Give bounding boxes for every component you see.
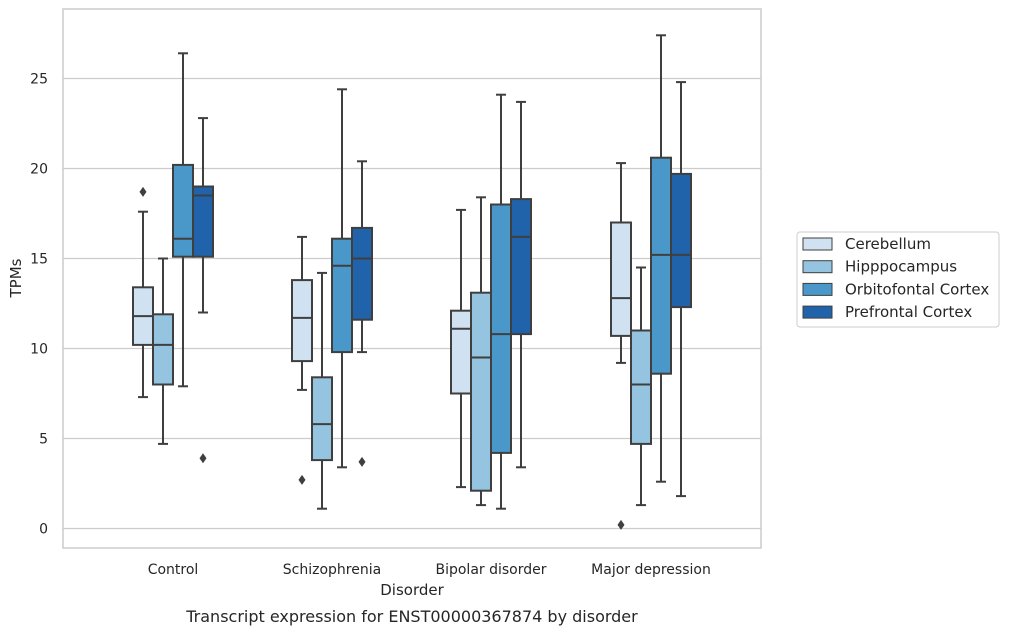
legend-swatch (802, 237, 833, 251)
box-iqr (450, 309, 472, 395)
outlier-point (298, 474, 306, 485)
box-iqr (152, 313, 174, 386)
box-groups (132, 34, 692, 530)
plot-area (62, 8, 762, 549)
x-axis-title: Disorder (380, 581, 444, 599)
box-iqr (610, 221, 632, 337)
box-iqr (670, 172, 692, 309)
x-tick-labels: Control Schizophrenia Bipolar disorder Majo… (148, 562, 711, 578)
x-tick-label: Schizophrenia (283, 562, 381, 578)
outlier-point (139, 186, 147, 197)
x-tick-label: Control (148, 562, 199, 578)
box-prefrontal-cortex-1 (351, 160, 373, 467)
box-hipppocampus-2 (470, 196, 492, 507)
box-iqr (490, 203, 512, 454)
legend-label: Cerebellum (845, 235, 931, 253)
box-hipppocampus-3 (630, 266, 652, 507)
box-iqr (172, 163, 194, 258)
box-iqr (311, 376, 333, 462)
x-tick-label: Major depression (591, 562, 711, 578)
box-iqr (192, 185, 214, 258)
box-hipppocampus-0 (152, 257, 174, 445)
chart-caption: Transcript expression for ENST0000036787… (185, 607, 638, 626)
legend-swatch (802, 305, 833, 319)
legend-label: Hipppocampus (845, 258, 957, 276)
box-orbitofontal-cortex-0 (172, 52, 194, 388)
legend-swatch (802, 282, 833, 296)
y-tick-label: 20 (30, 162, 48, 178)
box-prefrontal-cortex-2 (510, 100, 532, 469)
legend-frame (796, 231, 1000, 328)
y-tick-label: 10 (30, 342, 48, 358)
y-tick-label: 0 (39, 522, 48, 538)
y-tick-label: 5 (39, 432, 48, 448)
box-iqr (351, 226, 373, 321)
box-iqr (331, 237, 353, 354)
box-iqr (630, 329, 652, 445)
box-cerebellum-3 (610, 162, 632, 530)
box-iqr (291, 279, 313, 363)
legend-swatch (802, 260, 833, 274)
y-tick-label: 15 (30, 252, 48, 268)
box-hipppocampus-1 (311, 271, 333, 510)
y-tick-label: 25 (30, 72, 48, 88)
box-prefrontal-cortex-0 (192, 117, 214, 464)
legend-label: Orbitofontal Cortex (845, 280, 989, 298)
box-iqr (650, 156, 672, 375)
box-iqr (470, 291, 492, 492)
y-tick-labels: 0 5 10 15 20 25 (30, 72, 48, 538)
legend-label: Prefrontal Cortex (845, 303, 972, 321)
x-tick-label: Bipolar disorder (435, 562, 546, 578)
box-cerebellum-1 (291, 235, 313, 485)
outlier-point (617, 519, 625, 530)
box-cerebellum-2 (450, 208, 472, 489)
outlier-point (358, 456, 366, 467)
outlier-point (199, 453, 207, 464)
legend: Cerebellum Hipppocampus Orbitofontal Corte… (796, 231, 1000, 328)
box-iqr (510, 198, 532, 336)
box-prefrontal-cortex-3 (670, 81, 692, 498)
y-axis-title: TPMs (7, 258, 25, 298)
